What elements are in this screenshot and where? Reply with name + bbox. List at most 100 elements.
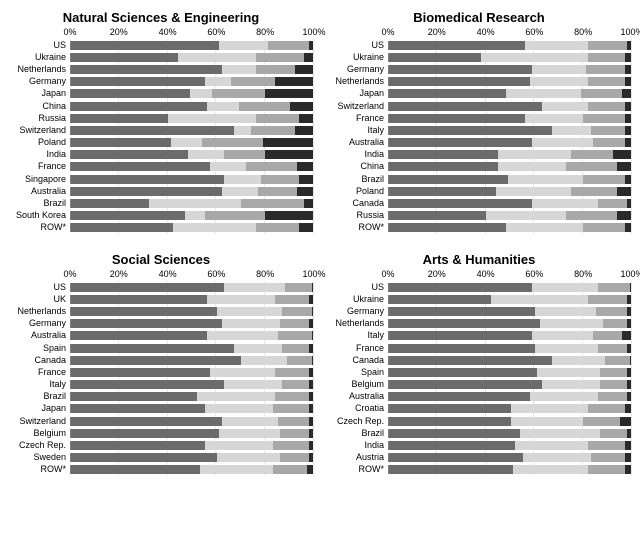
bar-row: Australia (326, 391, 632, 403)
row-label: Russia (8, 114, 70, 123)
row-label: Singapore (8, 175, 70, 184)
row-label: Netherlands (8, 65, 70, 74)
bar-row: US (326, 39, 632, 51)
bar-track (388, 162, 632, 171)
bar-segment (630, 356, 632, 365)
row-label: Brazil (326, 175, 388, 184)
bar-segment (625, 441, 632, 450)
axis-tick-label: 60% (525, 269, 543, 279)
bar-segment (207, 295, 275, 304)
bar-row: Sweden (8, 452, 314, 464)
bar-segment (532, 138, 593, 147)
bar-segment (71, 89, 190, 98)
bar-segment (210, 368, 276, 377)
bar-segment (389, 429, 520, 438)
bar-row: Croatia (326, 403, 632, 415)
bar-row: Ukraine (8, 51, 314, 63)
bar-segment (263, 138, 314, 147)
row-label: France (8, 162, 70, 171)
bar-segment (625, 223, 632, 232)
bar-track (70, 331, 314, 340)
panel-bio: Biomedical Research0%20%40%60%80%100%USU… (326, 10, 632, 234)
bar-segment (583, 223, 624, 232)
row-label: Brazil (326, 429, 388, 438)
bar-segment (71, 199, 149, 208)
bar-track (70, 41, 314, 50)
bar-segment (234, 126, 251, 135)
bar-track (70, 89, 314, 98)
bar-track (70, 162, 314, 171)
row-label: Brazil (8, 392, 70, 401)
bar-segment (71, 429, 219, 438)
bar-segment (217, 307, 283, 316)
bar-segment (511, 417, 584, 426)
row-label: Australia (8, 187, 70, 196)
bar-segment (71, 283, 224, 292)
row-label: South Korea (8, 211, 70, 220)
bar-segment (481, 53, 588, 62)
bar-segment (71, 319, 222, 328)
bar-row: ROW* (326, 222, 632, 234)
row-label: France (8, 368, 70, 377)
bar-segment (389, 187, 496, 196)
bar-row: Austria (326, 452, 632, 464)
bar-segment (299, 175, 314, 184)
bar-segment (185, 211, 204, 220)
bar-segment (625, 102, 632, 111)
bar-segment (222, 65, 256, 74)
bar-track (70, 77, 314, 86)
row-label: Ukraine (326, 295, 388, 304)
row-label: France (326, 114, 388, 123)
row-label: Germany (326, 307, 388, 316)
bar-segment (625, 175, 632, 184)
bar-segment (205, 404, 273, 413)
bar-row: Australia (8, 185, 314, 197)
bar-segment (71, 138, 171, 147)
bar-segment (571, 150, 612, 159)
bar-segment (219, 429, 280, 438)
bar-segment (224, 380, 282, 389)
rows: USUkraineGermanyNetherlandsJapanSwitzerl… (326, 39, 632, 234)
row-label: Italy (326, 331, 388, 340)
bar-track (388, 392, 632, 401)
bar-segment (222, 417, 278, 426)
bar-segment (256, 53, 305, 62)
bar-segment (200, 465, 273, 474)
bar-segment (71, 162, 210, 171)
bar-segment (295, 126, 314, 135)
bar-segment (268, 41, 309, 50)
bar-segment (389, 138, 532, 147)
bar-segment (309, 380, 314, 389)
bar-segment (389, 380, 542, 389)
bar-segment (571, 187, 617, 196)
bar-segment (588, 53, 624, 62)
bar-segment (278, 331, 312, 340)
bar-segment (588, 102, 624, 111)
bar-row: Canada (8, 354, 314, 366)
bar-track (388, 344, 632, 353)
bar-segment (389, 65, 532, 74)
bar-track (388, 65, 632, 74)
bar-row: India (8, 149, 314, 161)
axis-tick-label: 40% (159, 269, 177, 279)
bar-segment (275, 295, 309, 304)
bar-segment (265, 150, 314, 159)
row-label: Poland (326, 187, 388, 196)
bar-segment (71, 392, 197, 401)
bar-segment (190, 89, 212, 98)
bar-segment (389, 162, 498, 171)
bar-segment (583, 114, 624, 123)
bar-segment (207, 331, 277, 340)
bar-row: Czech Rep. (326, 415, 632, 427)
bar-track (70, 380, 314, 389)
bar-segment (532, 199, 598, 208)
bar-track (388, 77, 632, 86)
plot-area: USUkraineNetherlandsGermanyJapanChinaRus… (8, 39, 314, 234)
bar-segment (389, 356, 552, 365)
bar-segment (205, 77, 232, 86)
bar-segment (287, 356, 311, 365)
bar-row: Brazil (326, 173, 632, 185)
bar-segment (71, 126, 234, 135)
bar-segment (210, 162, 246, 171)
chart-grid: Natural Sciences & Engineering0%20%40%60… (8, 10, 632, 476)
